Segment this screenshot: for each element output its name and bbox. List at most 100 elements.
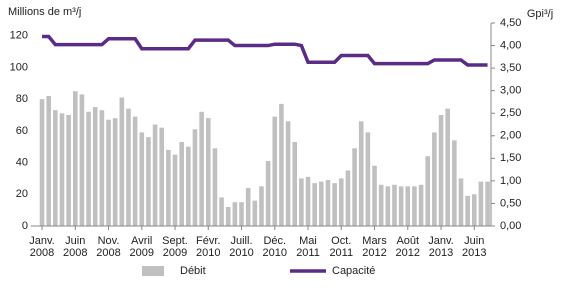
y2-axis-title: Gpi³/j (527, 8, 553, 20)
bar (398, 186, 404, 226)
x-tick-label: Févr. 2010 (196, 235, 221, 259)
y2-tick-label: 4,00 (500, 39, 521, 51)
bar (46, 95, 51, 226)
x-tick-label: Janv. 2013 (428, 235, 454, 259)
y-tick-label: 120 (10, 30, 28, 42)
x-tick-label: Sept. 2009 (162, 235, 188, 259)
bar (405, 186, 411, 226)
legend-label: Capacité (332, 265, 375, 277)
bar (425, 156, 431, 226)
y-tick-label: 20 (16, 188, 28, 200)
y2-tick-label: 3,50 (500, 62, 521, 74)
bar (299, 178, 304, 226)
bar (452, 140, 457, 226)
x-tick-label: Mars 2012 (362, 235, 387, 259)
x-tick-label: Nov. 2008 (96, 235, 121, 259)
bar (59, 113, 65, 226)
line (42, 34, 488, 67)
bar (358, 121, 364, 226)
bar (279, 103, 284, 226)
y-tick-label: 100 (10, 61, 28, 73)
bar (338, 178, 344, 226)
bar (418, 184, 424, 226)
bar (186, 146, 191, 226)
legend-label: Débit (180, 265, 206, 277)
bar (86, 111, 91, 226)
bar (39, 99, 45, 226)
y2-tick-label: 1,50 (500, 152, 521, 164)
legend-swatch (142, 266, 164, 276)
bar (252, 200, 258, 226)
bar (232, 202, 238, 226)
bar (378, 184, 384, 226)
x-tick-label: Juill. 2010 (229, 235, 254, 259)
bar (272, 116, 278, 226)
bar (465, 195, 470, 226)
bar (365, 132, 371, 226)
y-tick-label: 80 (16, 93, 28, 105)
bar (172, 154, 178, 226)
bar (319, 181, 324, 226)
bar (199, 111, 204, 226)
bar (92, 107, 98, 226)
bar (119, 97, 125, 226)
bar (245, 187, 251, 226)
bar (219, 197, 224, 226)
y-axis-title: Millions de m³/j (8, 6, 81, 18)
bar (225, 206, 231, 226)
y-tick-label: 60 (16, 125, 28, 137)
bar (159, 127, 165, 226)
y2-tick-label: 4,50 (500, 17, 521, 29)
x-tick-label: Mai 2011 (296, 235, 320, 259)
bar (352, 148, 357, 226)
bar (66, 114, 71, 226)
bar (99, 110, 105, 226)
y-tick-label: 0 (22, 220, 28, 232)
bar (372, 165, 377, 226)
x-tick-label: Août 2012 (395, 235, 420, 259)
bar (478, 181, 484, 226)
bar (325, 180, 331, 226)
bar (392, 184, 397, 226)
bar (345, 170, 351, 226)
bar (152, 124, 158, 226)
y2-tick-label: 2,00 (500, 130, 521, 142)
y2-tick-label: 1,00 (500, 175, 521, 187)
bar (205, 118, 211, 226)
bar (139, 132, 145, 226)
y2-tick-label: 0,00 (500, 220, 521, 232)
y2-tick-label: 0,50 (500, 197, 521, 209)
bar (53, 110, 58, 226)
bar (385, 186, 391, 226)
bar (438, 114, 444, 226)
bar (72, 91, 78, 226)
bar (259, 186, 264, 226)
bar (412, 186, 417, 226)
bar (239, 202, 244, 226)
bar (166, 149, 171, 226)
bar (146, 137, 151, 226)
bar (126, 108, 131, 226)
bar (212, 148, 218, 226)
bar (471, 194, 477, 226)
x-tick-label: Avril 2009 (129, 235, 154, 259)
bar (432, 132, 437, 226)
x-tick-label: Oct. 2011 (329, 235, 354, 259)
x-tick-label: Juin 2013 (462, 235, 487, 259)
x-tick-label: Janv. 2008 (29, 235, 55, 259)
bar (79, 94, 85, 226)
bar (445, 108, 450, 226)
x-tick-label: Déc. 2010 (262, 235, 287, 259)
bar (106, 119, 111, 226)
bar (458, 178, 464, 226)
bar (332, 183, 337, 226)
bar (179, 141, 184, 226)
bar (192, 129, 198, 226)
y2-tick-label: 3,00 (500, 85, 521, 97)
bar (292, 141, 298, 226)
bar (132, 116, 138, 226)
bar (305, 176, 311, 226)
bar (285, 121, 291, 226)
